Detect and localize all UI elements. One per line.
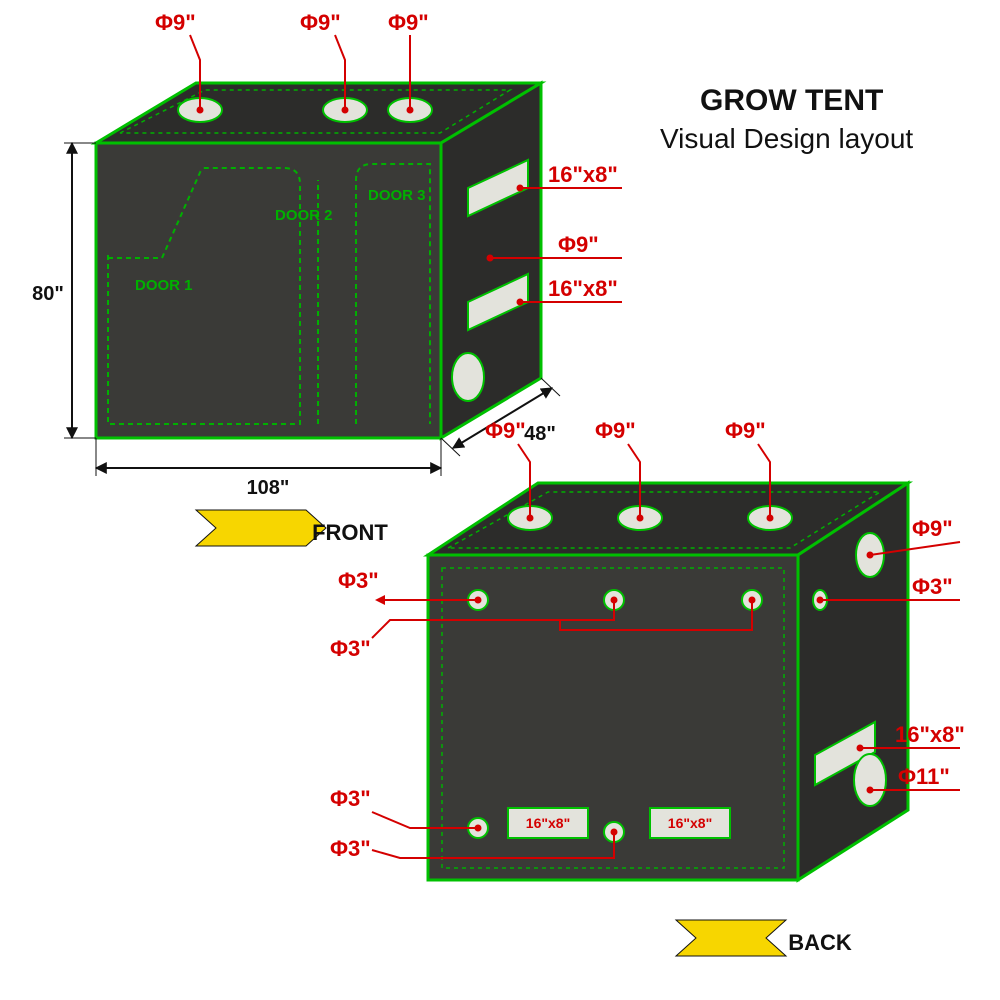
back-side-phi9: Φ9" xyxy=(912,516,953,541)
back-vent2: 16"x8" xyxy=(668,815,712,831)
diagram-canvas: GROW TENT Visual Design layout Φ9" Φ9" Φ… xyxy=(0,0,1000,1000)
back-side-vent: 16"x8" xyxy=(895,722,965,747)
front-tent: Φ9" Φ9" Φ9" DOOR 1 DOOR 2 DOOR 3 16"x8" … xyxy=(32,10,622,546)
back-phi3-l2: Φ3" xyxy=(330,636,371,661)
door1-label: DOOR 1 xyxy=(135,277,193,294)
back-side-phi11: Φ11" xyxy=(898,764,950,789)
width-dim: 108" xyxy=(247,477,290,499)
height-dim: 80" xyxy=(32,283,64,305)
door3-label: DOOR 3 xyxy=(368,187,426,204)
back-arrow-icon xyxy=(676,920,786,956)
front-arrow-icon xyxy=(196,510,326,546)
front-side-vent2: 16"x8" xyxy=(548,276,618,301)
back-phi3-b2: Φ3" xyxy=(330,836,371,861)
back-top-phi9-1: Φ9" xyxy=(485,418,526,443)
front-top-phi9-1: Φ9" xyxy=(155,10,196,35)
front-top-phi9-3: Φ9" xyxy=(388,10,429,35)
title-main: GROW TENT xyxy=(700,84,883,117)
back-top-phi9-3: Φ9" xyxy=(725,418,766,443)
depth-dim: 48" xyxy=(524,423,556,445)
back-vent1: 16"x8" xyxy=(526,815,570,831)
door2-label: DOOR 2 xyxy=(275,207,333,224)
back-side-phi3: Φ3" xyxy=(912,574,953,599)
front-side-phi9: Φ9" xyxy=(558,232,599,257)
back-phi3-b1: Φ3" xyxy=(330,786,371,811)
back-label: BACK xyxy=(788,930,852,955)
front-side-vent1: 16"x8" xyxy=(548,162,618,187)
title-sub: Visual Design layout xyxy=(660,123,913,154)
back-top-phi9-2: Φ9" xyxy=(595,418,636,443)
back-phi3-l1: Φ3" xyxy=(338,568,379,593)
front-label: FRONT xyxy=(312,520,388,545)
back-tent: Φ9" Φ9" Φ9" 16"x8" 16"x8" Φ3" Φ3" Φ3" Φ3… xyxy=(330,418,965,956)
front-top-phi9-2: Φ9" xyxy=(300,10,341,35)
